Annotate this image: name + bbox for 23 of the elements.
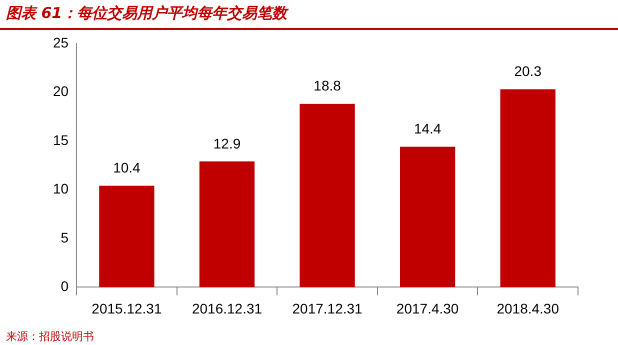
data-label: 10.4 — [113, 160, 141, 176]
y-tick-label: 10 — [52, 180, 69, 197]
x-tick-label: 2017.12.31 — [292, 300, 363, 316]
data-label: 20.3 — [514, 63, 542, 80]
bar — [400, 146, 456, 288]
source-note: 来源：招股说明书 — [6, 329, 94, 344]
y-tick-label: 5 — [60, 229, 69, 246]
y-tick-label: 0 — [60, 278, 69, 294]
y-tick-label: 15 — [52, 132, 69, 148]
x-tick-label: 2016.12.31 — [192, 300, 262, 316]
x-tick-label: 2015.12.31 — [92, 300, 162, 316]
bar — [99, 186, 154, 288]
y-tick-label: 20 — [52, 83, 69, 100]
data-label: 12.9 — [213, 135, 241, 152]
bar — [199, 161, 255, 288]
x-tick-label: 2017.4.30 — [396, 300, 459, 316]
data-label: 18.8 — [314, 78, 342, 94]
bar — [300, 104, 355, 288]
x-tick-label: 2018.4.30 — [496, 300, 560, 316]
chart-title: 图表 61：每位交易用户平均每年交易笔数 — [6, 4, 288, 23]
bar — [500, 89, 556, 288]
y-tick-label: 25 — [52, 34, 69, 50]
data-label: 14.4 — [414, 120, 442, 137]
